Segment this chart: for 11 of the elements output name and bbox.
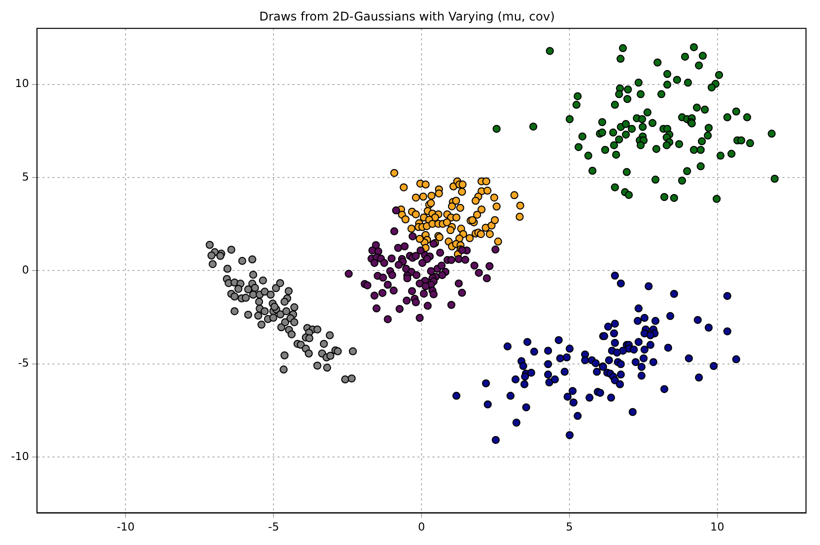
x-tick-label: 0 <box>418 520 425 534</box>
y-tick-label: 0 <box>22 263 29 276</box>
x-tick-label: -10 <box>116 520 135 534</box>
y-tick-label: 5 <box>22 170 29 184</box>
x-tick-label: 5 <box>566 520 573 534</box>
y-tick-label: -5 <box>18 356 29 370</box>
x-tick-label: -5 <box>268 520 280 534</box>
chart-title: Draws from 2D-Gaussians with Varying (mu, cov) <box>259 9 555 24</box>
y-tick-label: -10 <box>11 450 29 463</box>
x-tick-label: 10 <box>710 520 724 534</box>
y-tick-label: 10 <box>14 77 29 90</box>
